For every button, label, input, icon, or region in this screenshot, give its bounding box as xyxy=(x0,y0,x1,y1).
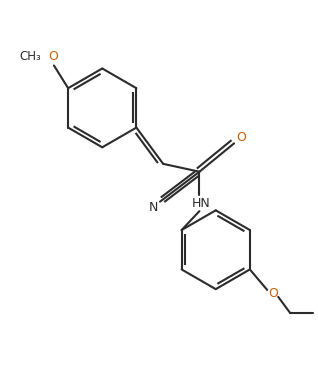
Text: O: O xyxy=(236,131,246,144)
Text: CH₃: CH₃ xyxy=(20,50,42,63)
Text: O: O xyxy=(268,287,278,300)
Text: N: N xyxy=(149,201,158,214)
Text: O: O xyxy=(48,50,58,63)
Text: HN: HN xyxy=(192,197,211,210)
